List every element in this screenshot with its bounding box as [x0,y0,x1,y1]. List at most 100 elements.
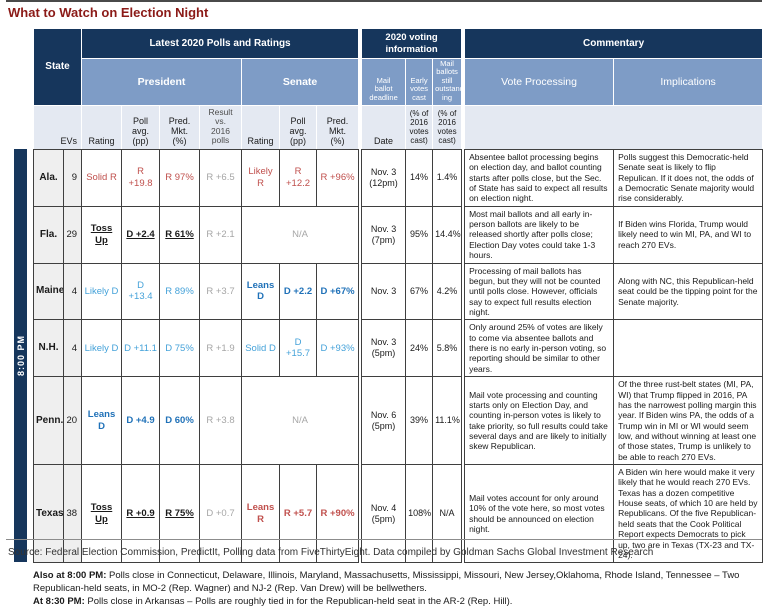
president-rating-cell: Leans D [81,376,123,466]
early-votes-cast-cell: 108% [405,464,434,564]
state-cell: N.H. [33,319,64,378]
section-gap [461,319,465,377]
election-watch-table: State Latest 2020 Polls and Ratings 2020… [32,28,764,564]
state-cell: Penn. [33,376,64,466]
footnote-prefix: At 8:30 PM: [33,595,85,607]
header-state: State [32,28,83,106]
poll-close-time-bar: 8:00 PM [14,149,27,562]
section-gap [358,376,362,465]
section-gap [358,149,362,207]
footnote-text: Polls close in Connecticut, Delaware, Il… [33,570,740,594]
section-gap [461,376,465,465]
president-pred-mkt-cell: R 75% [159,464,201,564]
footnote-text: Polls close in Arkansas – Polls are roug… [84,595,513,607]
mail-deadline-date-cell: Nov. 3 (5pm) [361,319,407,378]
implications-cell: Of the three rust-belt states (MI, PA, W… [613,376,764,466]
evs-cell: 4 [62,262,83,321]
mail-ballots-outstanding-cell: 5.8% [432,319,463,378]
source-divider-line [6,539,762,540]
header-date: Date [361,104,407,150]
source-line: Source: Federal Election Commission, Pre… [8,547,654,558]
mail-ballots-outstanding-cell: 4.2% [432,262,463,321]
state-cell: Ala. [33,148,64,207]
president-result-vs-2016-cell: R +2.1 [199,205,243,264]
header-senate-poll-avg: Poll avg. (pp) [279,104,318,150]
header-president: President [81,58,243,106]
senate-rating-cell: Leans D [241,262,281,321]
header-row-columns: EVs Rating Poll avg. (pp) Pred. Mkt. (%)… [32,104,764,150]
state-cell: Maine [33,262,64,321]
mail-ballots-outstanding-cell: 14.4% [432,205,463,264]
vote-processing-cell: Only around 25% of votes are likely to c… [464,319,615,378]
vote-processing-cell: Processing of mail ballots has begun, bu… [464,262,615,321]
implications-cell: Along with NC, this Republican-held seat… [613,262,764,321]
president-pred-mkt-cell: R 97% [159,148,201,207]
header-evs: EVs [32,104,83,150]
president-pred-mkt-cell: R 89% [159,262,201,321]
header-row-groups: State Latest 2020 Polls and Ratings 2020… [32,28,764,150]
evs-cell: 29 [62,205,83,264]
senate-pred-mkt-cell: D +67% [316,262,360,321]
section-gap [358,28,362,150]
president-rating-cell: Likely D [81,262,123,321]
header-polls-group: Latest 2020 Polls and Ratings [81,28,360,59]
implications-cell: Polls suggest this Democratic-held Senat… [613,148,764,207]
evs-cell: 38 [62,464,83,564]
president-pred-mkt-cell: D 75% [159,319,201,378]
senate-poll-avg-cell: R +5.7 [279,464,318,564]
president-rating-cell: Likely D [81,319,123,378]
early-votes-cast-cell: 39% [405,376,434,466]
senate-rating-cell: Leans R [241,464,281,564]
state-cell: Texas [33,464,64,564]
senate-pred-mkt-cell: R +90% [316,464,360,564]
implications-cell [613,319,764,378]
president-poll-avg-cell: D +4.9 [121,376,161,466]
page-title: What to Watch on Election Night [8,5,209,20]
president-poll-avg-cell: D +2.4 [121,205,161,264]
footnote-830pm: At 8:30 PM: Polls close in Arkansas – Po… [33,596,763,608]
section-gap [358,464,362,563]
vote-processing-cell: Mail vote processing and counting starts… [464,376,615,466]
footnotes: Also at 8:00 PM: Polls close in Connecti… [33,570,763,608]
report-page: What to Watch on Election Night 8:00 PM … [6,0,764,607]
implications-cell: A Biden win here would make it very like… [613,464,764,564]
president-result-vs-2016-cell: R +3.7 [199,262,243,321]
mail-ballots-outstanding-cell: 1.4% [432,148,463,207]
header-president-rating: Rating [81,104,123,150]
senate-na-cell: N/A [241,205,360,264]
senate-na-cell: N/A [241,376,360,466]
header-president-poll-avg: Poll avg. (pp) [121,104,161,150]
section-gap [461,149,465,207]
header-mail-outstanding: Mail ballots still outstand ing [432,58,463,106]
president-result-vs-2016-cell: R +1.9 [199,319,243,378]
president-result-vs-2016-cell: R +3.8 [199,376,243,466]
header-mail-pct-2016: (% of 2016 votes cast) [432,104,463,150]
header-early-pct-2016: (% of 2016 votes cast) [405,104,434,150]
early-votes-cast-cell: 14% [405,148,434,207]
president-poll-avg-cell: D +11.1 [121,319,161,378]
president-poll-avg-cell: R +0.9 [121,464,161,564]
mail-ballots-outstanding-cell: 11.1% [432,376,463,466]
senate-pred-mkt-cell: D +93% [316,319,360,378]
implications-cell: If Biden wins Florida, Trump would likel… [613,205,764,264]
president-poll-avg-cell: D +13.4 [121,262,161,321]
senate-poll-avg-cell: D +15.7 [279,319,318,378]
header-senate-rating: Rating [241,104,281,150]
header-president-pred-mkt: Pred. Mkt. (%) [159,104,201,150]
mail-deadline-date-cell: Nov. 4 (5pm) [361,464,407,564]
president-rating-cell: Toss Up [81,205,123,264]
header-senate: Senate [241,58,360,106]
header-voting-group: 2020 voting information [361,28,463,59]
senate-poll-avg-cell: R +12.2 [279,148,318,207]
senate-poll-avg-cell: D +2.2 [279,262,318,321]
footnote-also-8pm: Also at 8:00 PM: Polls close in Connecti… [33,570,763,596]
mail-deadline-date-cell: Nov. 3 (12pm) [361,148,407,207]
section-gap [461,28,465,150]
header-result-vs-2016: Result vs. 2016 polls [199,104,243,150]
senate-rating-cell: Solid D [241,319,281,378]
footnote-prefix: Also at 8:00 PM: [33,570,107,581]
section-gap [461,263,465,320]
